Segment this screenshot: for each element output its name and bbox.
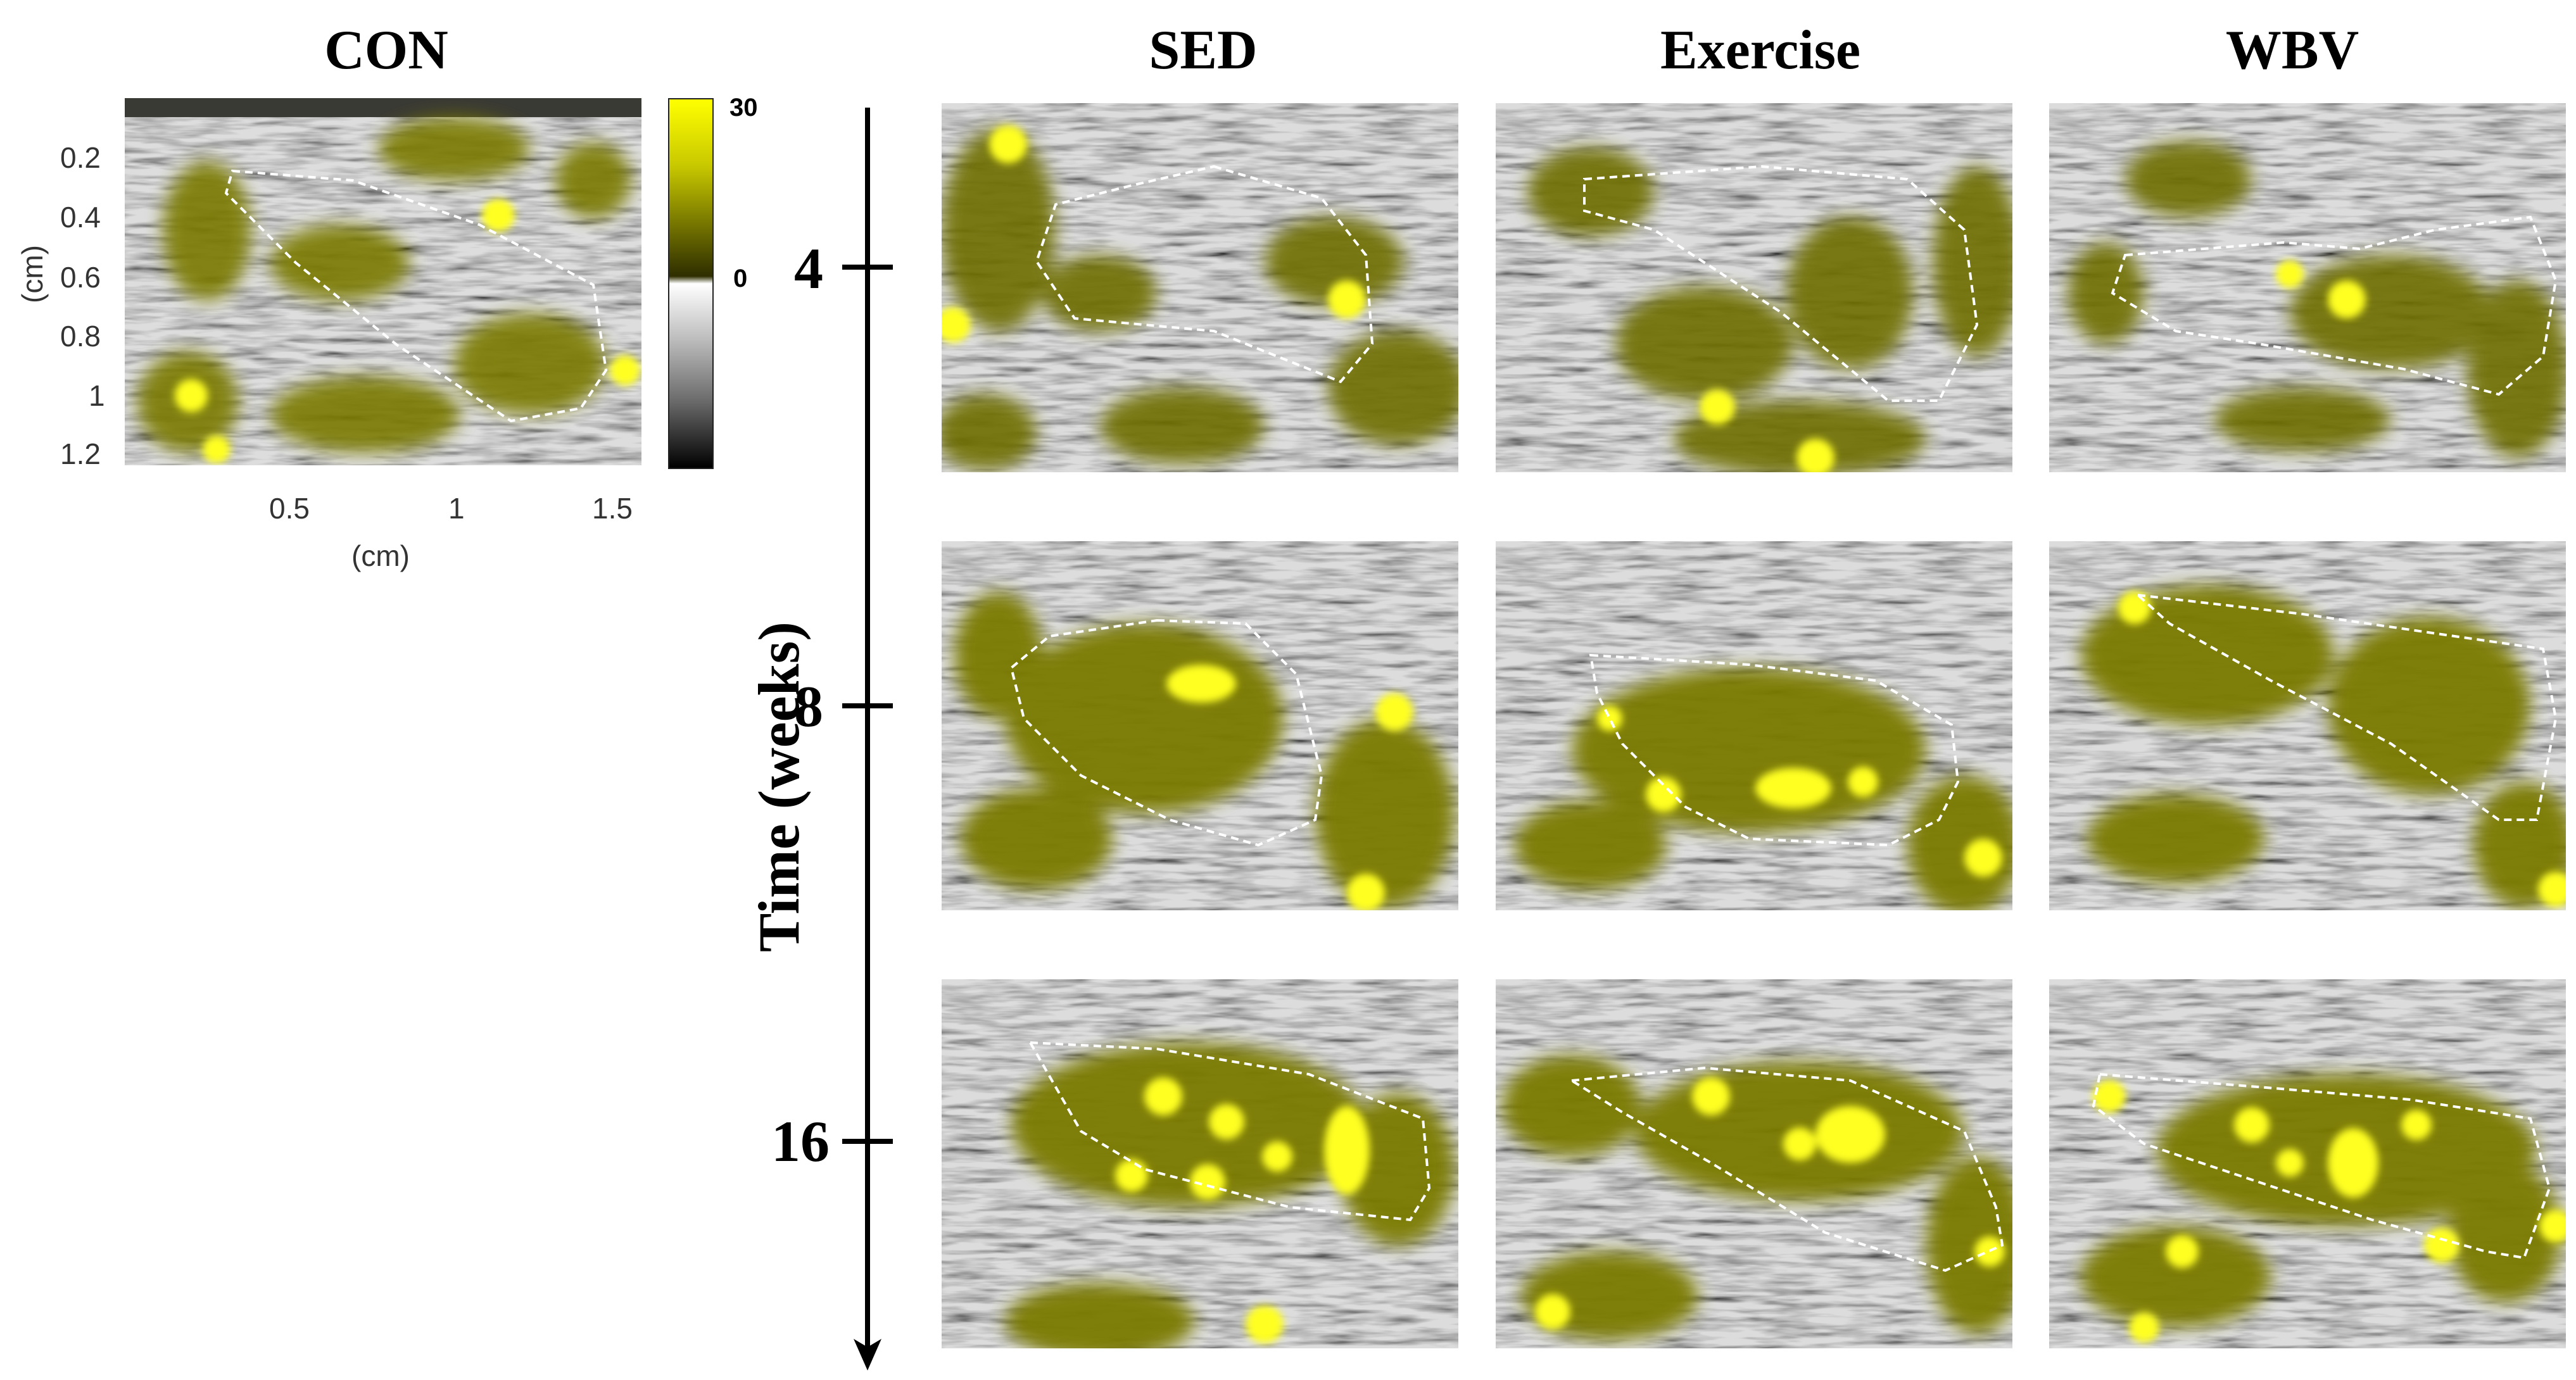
con-y-tick-0: 0.2 bbox=[60, 141, 101, 174]
con-x-tick-2: 1.5 bbox=[592, 492, 633, 525]
column-title-con: CON bbox=[324, 20, 448, 81]
column-title-exercise: Exercise bbox=[1660, 20, 1861, 81]
con-ultrasound-panel bbox=[125, 98, 641, 465]
con-y-tick-4: 1 bbox=[89, 379, 105, 412]
week-label-16: 16 bbox=[771, 1109, 830, 1174]
week-label-8: 8 bbox=[794, 674, 823, 739]
con-roi-outline bbox=[224, 169, 608, 423]
con-y-tick-1: 0.4 bbox=[60, 201, 101, 234]
con-x-tick-0: 0.5 bbox=[269, 492, 310, 525]
con-x-unit: (cm) bbox=[351, 539, 410, 572]
con-y-tick-3: 0.8 bbox=[60, 320, 101, 353]
con-y-unit: (cm) bbox=[15, 245, 49, 303]
panel-wbv-week-16 bbox=[2049, 979, 2566, 1348]
colorbar-zero-label: 0 bbox=[733, 265, 748, 292]
con-x-tick-1: 1 bbox=[448, 492, 465, 525]
con-y-tick-2: 0.6 bbox=[60, 261, 101, 294]
colorbar bbox=[668, 98, 714, 469]
panel-exercise-week-8 bbox=[1496, 541, 2012, 910]
week-label-4: 4 bbox=[794, 236, 823, 301]
column-title-wbv: WBV bbox=[2225, 20, 2359, 81]
panel-sed-week-16 bbox=[942, 979, 1458, 1348]
time-axis-arrow bbox=[842, 108, 893, 1371]
column-title-sed: SED bbox=[1149, 20, 1258, 81]
time-axis-label: Time (weeks) bbox=[747, 621, 811, 953]
panel-wbv-week-8 bbox=[2049, 541, 2566, 910]
panel-exercise-week-16 bbox=[1496, 979, 2012, 1348]
panel-sed-week-4 bbox=[942, 103, 1458, 472]
colorbar-max-label: 30 bbox=[729, 94, 758, 122]
panel-sed-week-8 bbox=[942, 541, 1458, 910]
con-y-tick-5: 1.2 bbox=[60, 437, 101, 470]
panel-wbv-week-4 bbox=[2049, 103, 2566, 472]
panel-exercise-week-4 bbox=[1496, 103, 2012, 472]
